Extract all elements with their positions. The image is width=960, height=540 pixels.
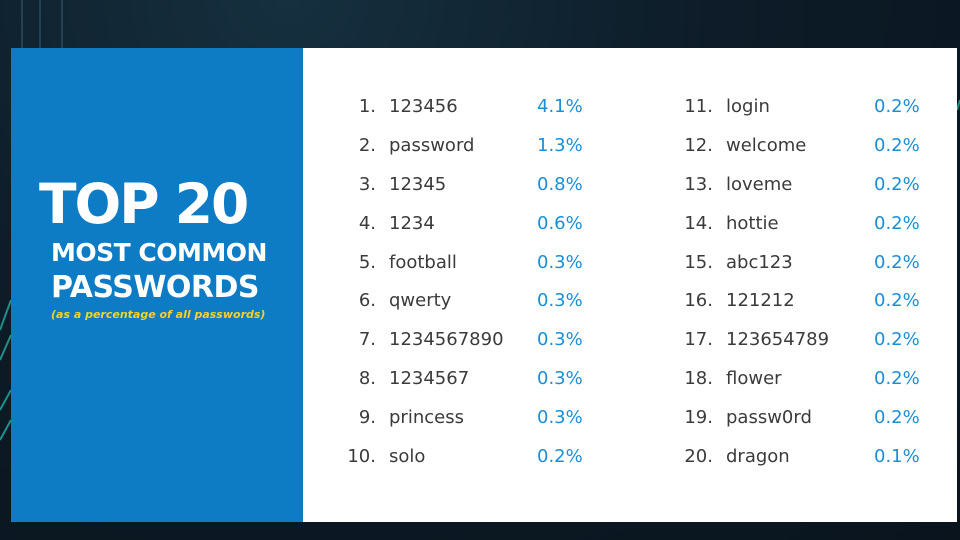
list-item: 20. dragon 0.1% — [680, 438, 930, 477]
password-text: 1234567 — [389, 368, 470, 390]
percentage-value: 0.3% — [537, 251, 583, 273]
title-note: (as a percentage of all passwords) — [51, 308, 266, 321]
percentage-value: 0.3% — [537, 368, 583, 390]
percentage-value: 0.3% — [537, 329, 583, 351]
password-text: 121212 — [726, 290, 795, 312]
list-item: 4. 1234 0.6% — [343, 205, 593, 244]
password-text: welcome — [726, 134, 807, 156]
rank-number: 7. — [358, 329, 376, 351]
rank-number: 12. — [684, 134, 713, 156]
rank-number: 13. — [684, 173, 713, 195]
password-text: dragon — [726, 446, 790, 468]
percentage-value: 0.2% — [537, 446, 583, 468]
percentage-value: 0.6% — [537, 212, 583, 234]
rank-number: 18. — [684, 368, 713, 390]
rank-number: 2. — [358, 134, 376, 156]
list-item: 14. hottie 0.2% — [680, 205, 930, 244]
rank-number: 14. — [684, 212, 713, 234]
percentage-value: 0.2% — [874, 368, 920, 390]
list-item: 7. 1234567890 0.3% — [343, 321, 593, 360]
percentage-value: 0.2% — [874, 212, 920, 234]
list-item: 1. 123456 4.1% — [343, 88, 593, 127]
list-item: 9. princess 0.3% — [343, 399, 593, 438]
password-text: solo — [389, 446, 426, 468]
title-passwords: PASSWORDS — [51, 270, 260, 305]
password-text: flower — [726, 368, 782, 390]
list-item: 13. loveme 0.2% — [680, 166, 930, 205]
password-text: qwerty — [389, 290, 452, 312]
list-item: 17. 123654789 0.2% — [680, 321, 930, 360]
percentage-value: 0.2% — [874, 96, 920, 117]
title-panel: TOP 20 MOST COMMON PASSWORDS (as a perce… — [11, 48, 303, 522]
percentage-value: 0.3% — [537, 407, 583, 429]
percentage-value: 0.2% — [874, 251, 920, 273]
title-most-common: MOST COMMON — [51, 238, 267, 267]
rank-number: 6. — [358, 290, 376, 312]
password-text: 123654789 — [726, 329, 830, 351]
list-item: 16. 121212 0.2% — [680, 282, 930, 321]
rank-number: 5. — [358, 251, 376, 273]
percentage-value: 0.3% — [537, 290, 583, 312]
password-text: princess — [389, 407, 464, 429]
password-text: 12345 — [389, 173, 447, 195]
rank-number: 20. — [684, 446, 713, 468]
rank-number: 4. — [358, 212, 376, 234]
list-item: 10. solo 0.2% — [343, 438, 593, 477]
password-text: 123456 — [389, 96, 458, 117]
percentage-value: 0.2% — [874, 134, 920, 156]
percentage-value: 4.1% — [537, 96, 583, 117]
rank-number: 1. — [358, 96, 376, 117]
list-item: 5. football 0.3% — [343, 244, 593, 283]
list-item: 18. flower 0.2% — [680, 360, 930, 399]
list-item: 3. 12345 0.8% — [343, 166, 593, 205]
percentage-value: 0.2% — [874, 407, 920, 429]
password-text: 1234 — [389, 212, 435, 234]
percentage-value: 0.2% — [874, 290, 920, 312]
password-list-left: 1. 123456 4.1% 2. password 1.3% 3. 12345 0.8% … — [343, 88, 593, 477]
list-item: 15. abc123 0.2% — [680, 244, 930, 283]
title-top-20: TOP 20 — [39, 172, 249, 236]
rank-number: 9. — [358, 407, 376, 429]
password-text: loveme — [726, 173, 793, 195]
password-text: 1234567890 — [389, 329, 504, 351]
password-text: password — [389, 134, 475, 156]
rank-number: 10. — [347, 446, 376, 468]
percentage-value: 1.3% — [537, 134, 583, 156]
password-text: football — [389, 251, 457, 273]
percentage-value: 0.1% — [874, 446, 920, 468]
percentage-value: 0.2% — [874, 329, 920, 351]
rank-number: 19. — [684, 407, 713, 429]
list-item: 8. 1234567 0.3% — [343, 360, 593, 399]
list-item: 12. welcome 0.2% — [680, 127, 930, 166]
password-text: login — [726, 96, 770, 117]
rank-number: 8. — [358, 368, 376, 390]
rank-number: 11. — [684, 96, 713, 117]
password-text: passw0rd — [726, 407, 812, 429]
list-item: 2. password 1.3% — [343, 127, 593, 166]
rank-number: 16. — [684, 290, 713, 312]
password-text: abc123 — [726, 251, 793, 273]
percentage-value: 0.2% — [874, 173, 920, 195]
slide-content: TOP 20 MOST COMMON PASSWORDS (as a perce… — [11, 48, 957, 522]
list-item: 11. login 0.2% — [680, 88, 930, 127]
list-item: 19. passw0rd 0.2% — [680, 399, 930, 438]
list-item: 6. qwerty 0.3% — [343, 282, 593, 321]
percentage-value: 0.8% — [537, 173, 583, 195]
rank-number: 15. — [684, 251, 713, 273]
rank-number: 17. — [684, 329, 713, 351]
password-list-right: 11. login 0.2% 12. welcome 0.2% 13. loveme 0.2… — [680, 88, 930, 477]
password-text: hottie — [726, 212, 779, 234]
rank-number: 3. — [358, 173, 376, 195]
